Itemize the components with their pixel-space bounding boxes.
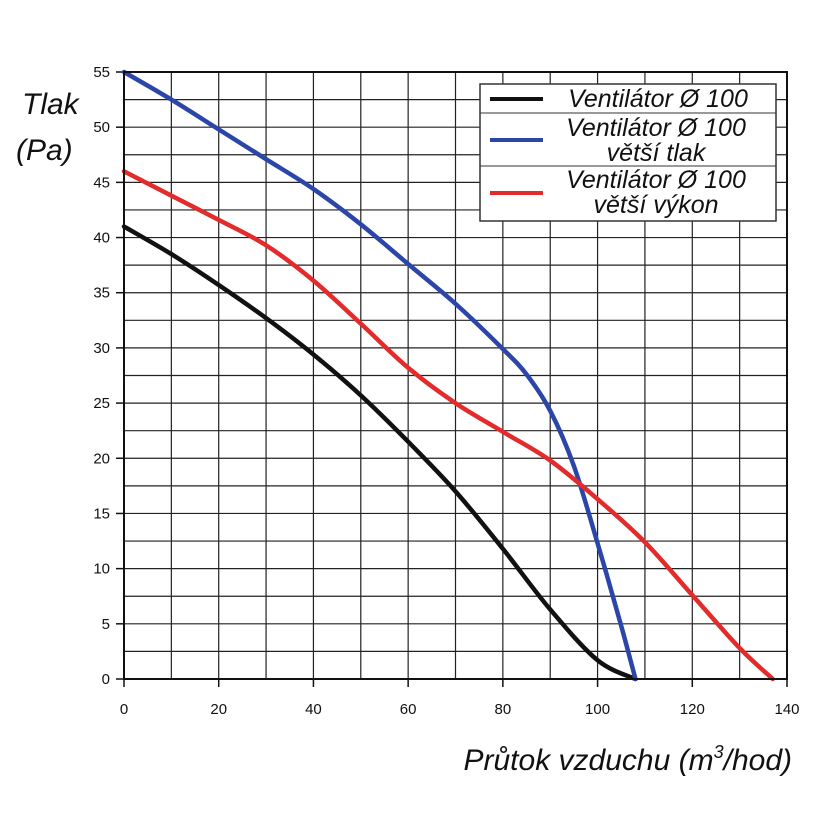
series-layer <box>121 69 776 682</box>
legend-box <box>479 83 777 222</box>
legend-label-series-3-line2: větší výkon <box>593 191 718 219</box>
plot-frame <box>123 71 788 680</box>
x-axis-title: Průtok vzduchu (m3/hod) <box>464 742 793 777</box>
y-axis-title-line1: Tlak <box>22 88 81 121</box>
y-axis-ticks: 0 5 10 15 20 25 30 35 40 45 50 55 <box>93 64 124 688</box>
series-line-black <box>121 224 638 682</box>
series-line-blue <box>121 69 638 682</box>
y-tick-label: 45 <box>93 174 110 191</box>
y-tick-label: 30 <box>93 340 110 357</box>
x-tick-label: 80 <box>495 701 512 718</box>
legend: Ventilátor Ø 100 Ventilátor Ø 100 větší … <box>479 83 777 222</box>
y-tick-label: 20 <box>93 450 110 467</box>
y-tick-label: 10 <box>93 561 110 578</box>
legend-label-series-3-line1: Ventilátor Ø 100 <box>566 166 746 194</box>
legend-label-series-2-line2: větší tlak <box>607 139 707 167</box>
y-tick-label: 5 <box>102 616 110 633</box>
series-line-red <box>121 169 776 682</box>
x-tick-label: 120 <box>680 701 705 718</box>
x-axis-title-superscript: 3 <box>714 742 724 762</box>
x-axis-ticks: 0 20 40 60 80 100 120 140 <box>120 679 800 718</box>
x-tick-label: 0 <box>120 701 128 718</box>
x-axis-title-main: Průtok vzduchu (m <box>464 744 714 777</box>
y-tick-label: 50 <box>93 119 110 136</box>
x-tick-label: 100 <box>585 701 610 718</box>
x-tick-label: 40 <box>305 701 322 718</box>
legend-label-series-1: Ventilátor Ø 100 <box>568 85 748 113</box>
x-axis-title-end: /hod) <box>722 744 792 777</box>
y-tick-label: 35 <box>93 285 110 302</box>
y-tick-label: 25 <box>93 395 110 412</box>
x-tick-label: 140 <box>774 701 799 718</box>
y-axis-title-line2: (Pa) <box>16 134 73 167</box>
y-tick-label: 40 <box>93 230 110 247</box>
x-tick-label: 60 <box>400 701 417 718</box>
y-tick-label: 55 <box>93 64 110 81</box>
y-tick-label: 15 <box>93 505 110 522</box>
legend-label-series-2-line1: Ventilátor Ø 100 <box>566 114 746 142</box>
y-tick-label: 0 <box>102 671 110 688</box>
x-tick-label: 20 <box>210 701 227 718</box>
